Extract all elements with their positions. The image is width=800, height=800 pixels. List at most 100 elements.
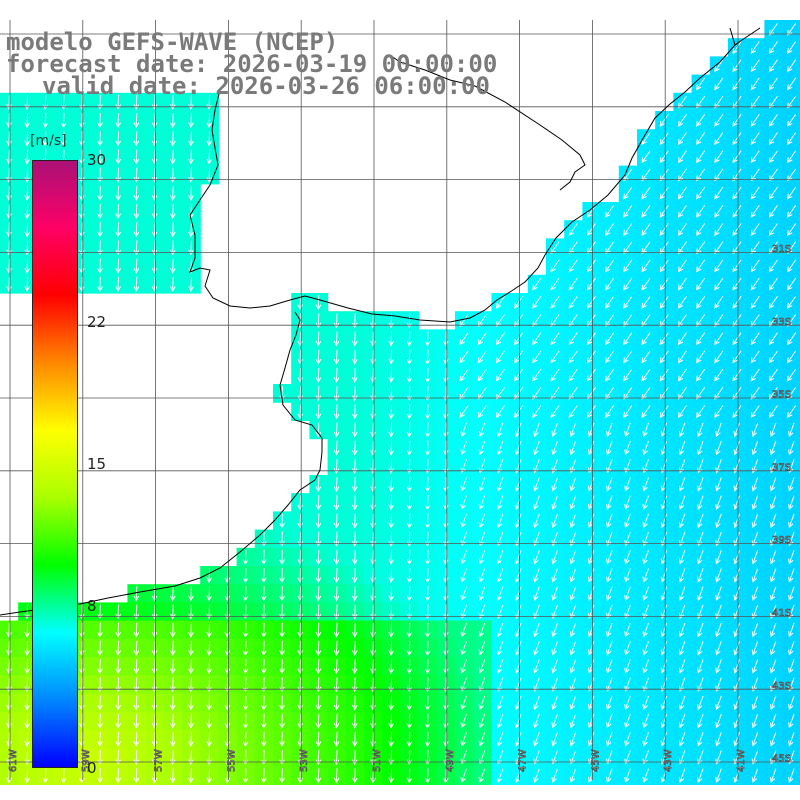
wind-arrow (115, 204, 122, 220)
wind-arrow (750, 59, 760, 73)
wind-arrow (714, 205, 724, 218)
wind-arrow (388, 404, 395, 420)
wind-arrow (533, 550, 540, 565)
wind-arrow (696, 168, 706, 182)
wind-arrow (297, 586, 304, 602)
wind-arrow (188, 713, 194, 729)
longitude-label: 55W (226, 749, 237, 772)
wind-arrow (333, 440, 340, 456)
wind-arrow (769, 604, 777, 620)
wind-arrow (496, 768, 504, 783)
wind-arrow (768, 41, 778, 54)
wind-arrow (6, 149, 12, 165)
wind-arrow (787, 41, 797, 54)
wind-arrow (677, 368, 687, 382)
wind-arrow (605, 368, 615, 382)
wind-arrow (768, 23, 778, 36)
wind-arrow (478, 495, 486, 510)
wind-arrow (769, 568, 777, 583)
wind-arrow (169, 131, 176, 147)
wind-arrow (678, 531, 686, 547)
wind-arrow (315, 422, 322, 438)
wind-arrow (769, 659, 777, 674)
wind-arrow (587, 459, 595, 474)
wind-arrow (788, 513, 795, 529)
wind-arrow (733, 659, 740, 674)
wind-arrow (732, 296, 742, 309)
wind-arrow (769, 513, 777, 529)
wind-arrow (333, 640, 340, 656)
wind-arrow (442, 586, 449, 602)
wind-arrow (660, 586, 668, 601)
wind-arrow (60, 113, 67, 129)
wind-arrow (115, 131, 122, 147)
wind-arrow (78, 204, 85, 220)
wind-arrow (586, 314, 596, 327)
wind-arrow (351, 568, 358, 584)
wind-arrow (533, 659, 540, 674)
wind-arrow (606, 531, 613, 547)
wind-arrow (678, 550, 686, 565)
wind-arrow (750, 241, 760, 255)
wind-arrow (732, 95, 742, 109)
wind-arrow (697, 732, 704, 747)
wind-arrow (496, 622, 504, 638)
model-title: modelo GEFS-WAVE (NCEP) (6, 28, 339, 56)
wind-arrow (514, 405, 524, 418)
wind-arrow (406, 495, 413, 511)
longitude-label: 57W (154, 749, 165, 772)
wind-arrow (641, 314, 651, 327)
wind-arrow (605, 296, 615, 309)
wind-arrow (641, 259, 651, 273)
wind-arrow (677, 223, 687, 236)
latitude-label: 33S (772, 317, 791, 328)
wind-arrow (169, 204, 176, 220)
wind-arrow (279, 640, 285, 656)
wind-arrow (351, 695, 358, 711)
wind-arrow (769, 586, 777, 601)
wind-arrow (641, 332, 651, 346)
wind-arrow (388, 549, 395, 565)
wind-arrow (388, 367, 395, 383)
wind-arrow (169, 113, 176, 129)
wind-arrow (442, 549, 449, 565)
wind-arrow (732, 132, 742, 145)
wind-arrow (515, 732, 522, 747)
wind-arrow (532, 296, 542, 309)
wind-arrow (697, 422, 704, 438)
wind-arrow (333, 513, 340, 529)
wind-arrow (78, 185, 85, 201)
wind-arrow (768, 150, 778, 164)
wind-arrow (769, 531, 777, 547)
wind-arrow (696, 387, 706, 400)
wind-arrow (496, 713, 504, 729)
wind-arrow (133, 258, 140, 274)
wind-arrow (188, 731, 194, 747)
wind-arrow (788, 750, 795, 765)
wind-arrow (624, 550, 631, 565)
wind-arrow (460, 768, 467, 783)
wind-arrow (733, 568, 740, 583)
wind-arrow (605, 350, 615, 364)
wind-arrow (460, 659, 467, 674)
wind-arrow (242, 622, 249, 638)
wind-arrow (642, 695, 649, 711)
wind-arrow (115, 276, 122, 292)
wind-arrow (551, 422, 558, 438)
wind-arrow (697, 440, 704, 456)
wind-arrow (514, 314, 524, 327)
wind-arrow (351, 513, 358, 529)
wind-arrow (697, 531, 704, 547)
wind-arrow (206, 713, 213, 729)
wind-arrow (696, 150, 706, 164)
wind-arrow (714, 350, 724, 364)
wind-arrow (733, 604, 740, 620)
wind-arrow (568, 387, 578, 400)
wind-arrow (188, 695, 194, 711)
wind-arrow (169, 258, 176, 274)
wind-arrow (787, 59, 797, 73)
wind-arrow (587, 659, 595, 674)
wind-arrow (133, 731, 140, 747)
wind-arrow (478, 677, 486, 692)
wind-arrow (169, 149, 176, 165)
